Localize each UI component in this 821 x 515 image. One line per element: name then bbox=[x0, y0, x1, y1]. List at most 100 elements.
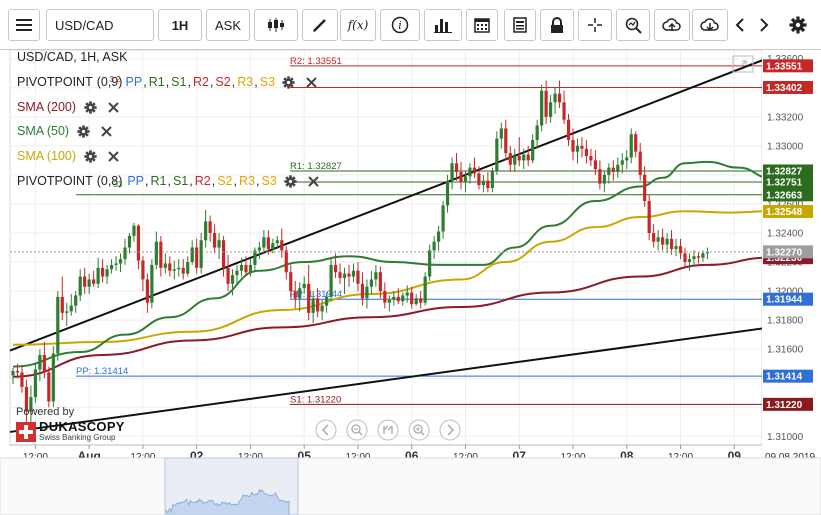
close-icon[interactable] bbox=[104, 99, 122, 115]
pivot-2-r3: R3 bbox=[238, 174, 255, 188]
legend-sma-50[interactable]: SMA (50) bbox=[17, 123, 116, 139]
candle-body bbox=[127, 235, 132, 248]
candle bbox=[132, 222, 136, 242]
gear-icon[interactable] bbox=[81, 99, 99, 115]
level-badge-bg bbox=[763, 369, 813, 383]
close-icon[interactable] bbox=[303, 74, 321, 90]
candle-body bbox=[159, 241, 163, 268]
crosshair-button[interactable] bbox=[578, 9, 612, 41]
close-icon[interactable] bbox=[97, 123, 115, 139]
candle bbox=[47, 366, 51, 408]
maximize-icon[interactable] bbox=[732, 55, 754, 73]
candle bbox=[177, 259, 181, 277]
candle bbox=[598, 160, 602, 190]
candle-body bbox=[383, 291, 387, 303]
candle-body bbox=[625, 157, 629, 161]
candle bbox=[168, 256, 172, 277]
sma-badge-bg bbox=[763, 204, 813, 218]
candle-body bbox=[78, 276, 82, 296]
pivot-2-r1: R1 bbox=[150, 174, 167, 188]
price-chart[interactable]: R2: 1.33551 R1: 1.32827 PP: 1.31944 PP: 1.3… bbox=[0, 50, 821, 515]
candle-body bbox=[338, 272, 342, 278]
candle-body bbox=[69, 305, 73, 312]
candle bbox=[495, 131, 499, 175]
upload-button[interactable] bbox=[654, 9, 690, 41]
candle bbox=[329, 257, 333, 302]
calendar-icon bbox=[474, 18, 490, 33]
gear-icon[interactable] bbox=[74, 123, 92, 139]
candle bbox=[647, 195, 651, 241]
candle-body bbox=[669, 238, 674, 249]
candle bbox=[271, 238, 275, 254]
period-button[interactable]: 1H bbox=[158, 9, 202, 41]
legend-pivot-2[interactable]: PIVOTPOINT (0,8) 33 PP, R1, S1, R2, S2, … bbox=[17, 173, 324, 189]
reset-zoom-button[interactable] bbox=[377, 419, 399, 441]
close-icon[interactable] bbox=[305, 173, 323, 189]
candle bbox=[634, 131, 638, 158]
info-button[interactable]: i bbox=[380, 9, 420, 41]
side-button[interactable]: ASK bbox=[206, 9, 250, 41]
prev-button[interactable] bbox=[728, 9, 752, 41]
candle bbox=[562, 90, 566, 125]
function-button[interactable]: f(x) bbox=[340, 9, 376, 41]
candle bbox=[275, 235, 279, 249]
candle-body bbox=[602, 174, 606, 184]
y-tick-label: 1.32000 bbox=[767, 287, 804, 298]
chevron-left-icon bbox=[735, 18, 744, 32]
candle bbox=[74, 291, 78, 313]
candle-body bbox=[517, 156, 521, 161]
candle-body bbox=[24, 386, 29, 412]
pivot-level-label: PP: 1.31944 bbox=[290, 289, 342, 300]
candle bbox=[396, 288, 400, 305]
candle bbox=[580, 137, 584, 158]
download-button[interactable] bbox=[692, 9, 728, 41]
legend-sma-100[interactable]: SMA (100) bbox=[17, 148, 123, 164]
candle-body bbox=[87, 279, 91, 287]
y-tick-label: 1.32400 bbox=[767, 228, 804, 239]
candle bbox=[517, 137, 521, 167]
candle bbox=[51, 346, 55, 408]
chart-type-button[interactable] bbox=[254, 9, 298, 41]
gear-icon[interactable] bbox=[280, 74, 298, 90]
candle-body bbox=[275, 240, 279, 244]
candle bbox=[575, 138, 580, 164]
close-icon[interactable] bbox=[104, 148, 122, 164]
menu-button[interactable] bbox=[8, 9, 40, 41]
candle bbox=[42, 341, 46, 379]
candle-body bbox=[544, 90, 548, 117]
candle-body bbox=[513, 156, 517, 165]
gear-icon[interactable] bbox=[81, 148, 99, 164]
candle-body bbox=[320, 305, 324, 312]
draw-button[interactable] bbox=[302, 9, 338, 41]
next-button[interactable] bbox=[752, 9, 776, 41]
scroll-right-button[interactable] bbox=[439, 419, 461, 441]
scroll-left-button[interactable] bbox=[315, 419, 337, 441]
candle bbox=[298, 282, 302, 312]
candle bbox=[114, 256, 118, 271]
candle bbox=[141, 256, 145, 292]
candle bbox=[159, 235, 163, 277]
calendar-button[interactable] bbox=[466, 9, 498, 41]
sma-50-line bbox=[12, 160, 771, 368]
candle bbox=[92, 270, 96, 287]
candle bbox=[60, 276, 64, 321]
candle bbox=[522, 148, 526, 170]
gear-icon[interactable] bbox=[282, 173, 300, 189]
lock-button[interactable] bbox=[540, 9, 574, 41]
legend-sma-200[interactable]: SMA (200) bbox=[17, 99, 123, 115]
candle-body bbox=[423, 276, 427, 303]
legend-pivot-1[interactable]: PIVOTPOINT (0,9) 3 2 PP, R1, S1, R2, S2,… bbox=[17, 74, 322, 90]
symbol-input[interactable] bbox=[46, 9, 154, 41]
settings-button[interactable] bbox=[782, 9, 814, 41]
candle-body bbox=[387, 299, 391, 303]
zoom-button[interactable] bbox=[616, 9, 650, 41]
zoom-out-button[interactable] bbox=[346, 419, 368, 441]
navigator[interactable] bbox=[0, 457, 821, 515]
candle-body bbox=[634, 134, 638, 152]
report-button[interactable] bbox=[504, 9, 536, 41]
indicators-button[interactable] bbox=[424, 9, 462, 41]
svg-text:i: i bbox=[398, 19, 402, 32]
zoom-in-button[interactable] bbox=[408, 419, 430, 441]
candle-body bbox=[584, 148, 589, 157]
candle-body bbox=[172, 269, 176, 271]
